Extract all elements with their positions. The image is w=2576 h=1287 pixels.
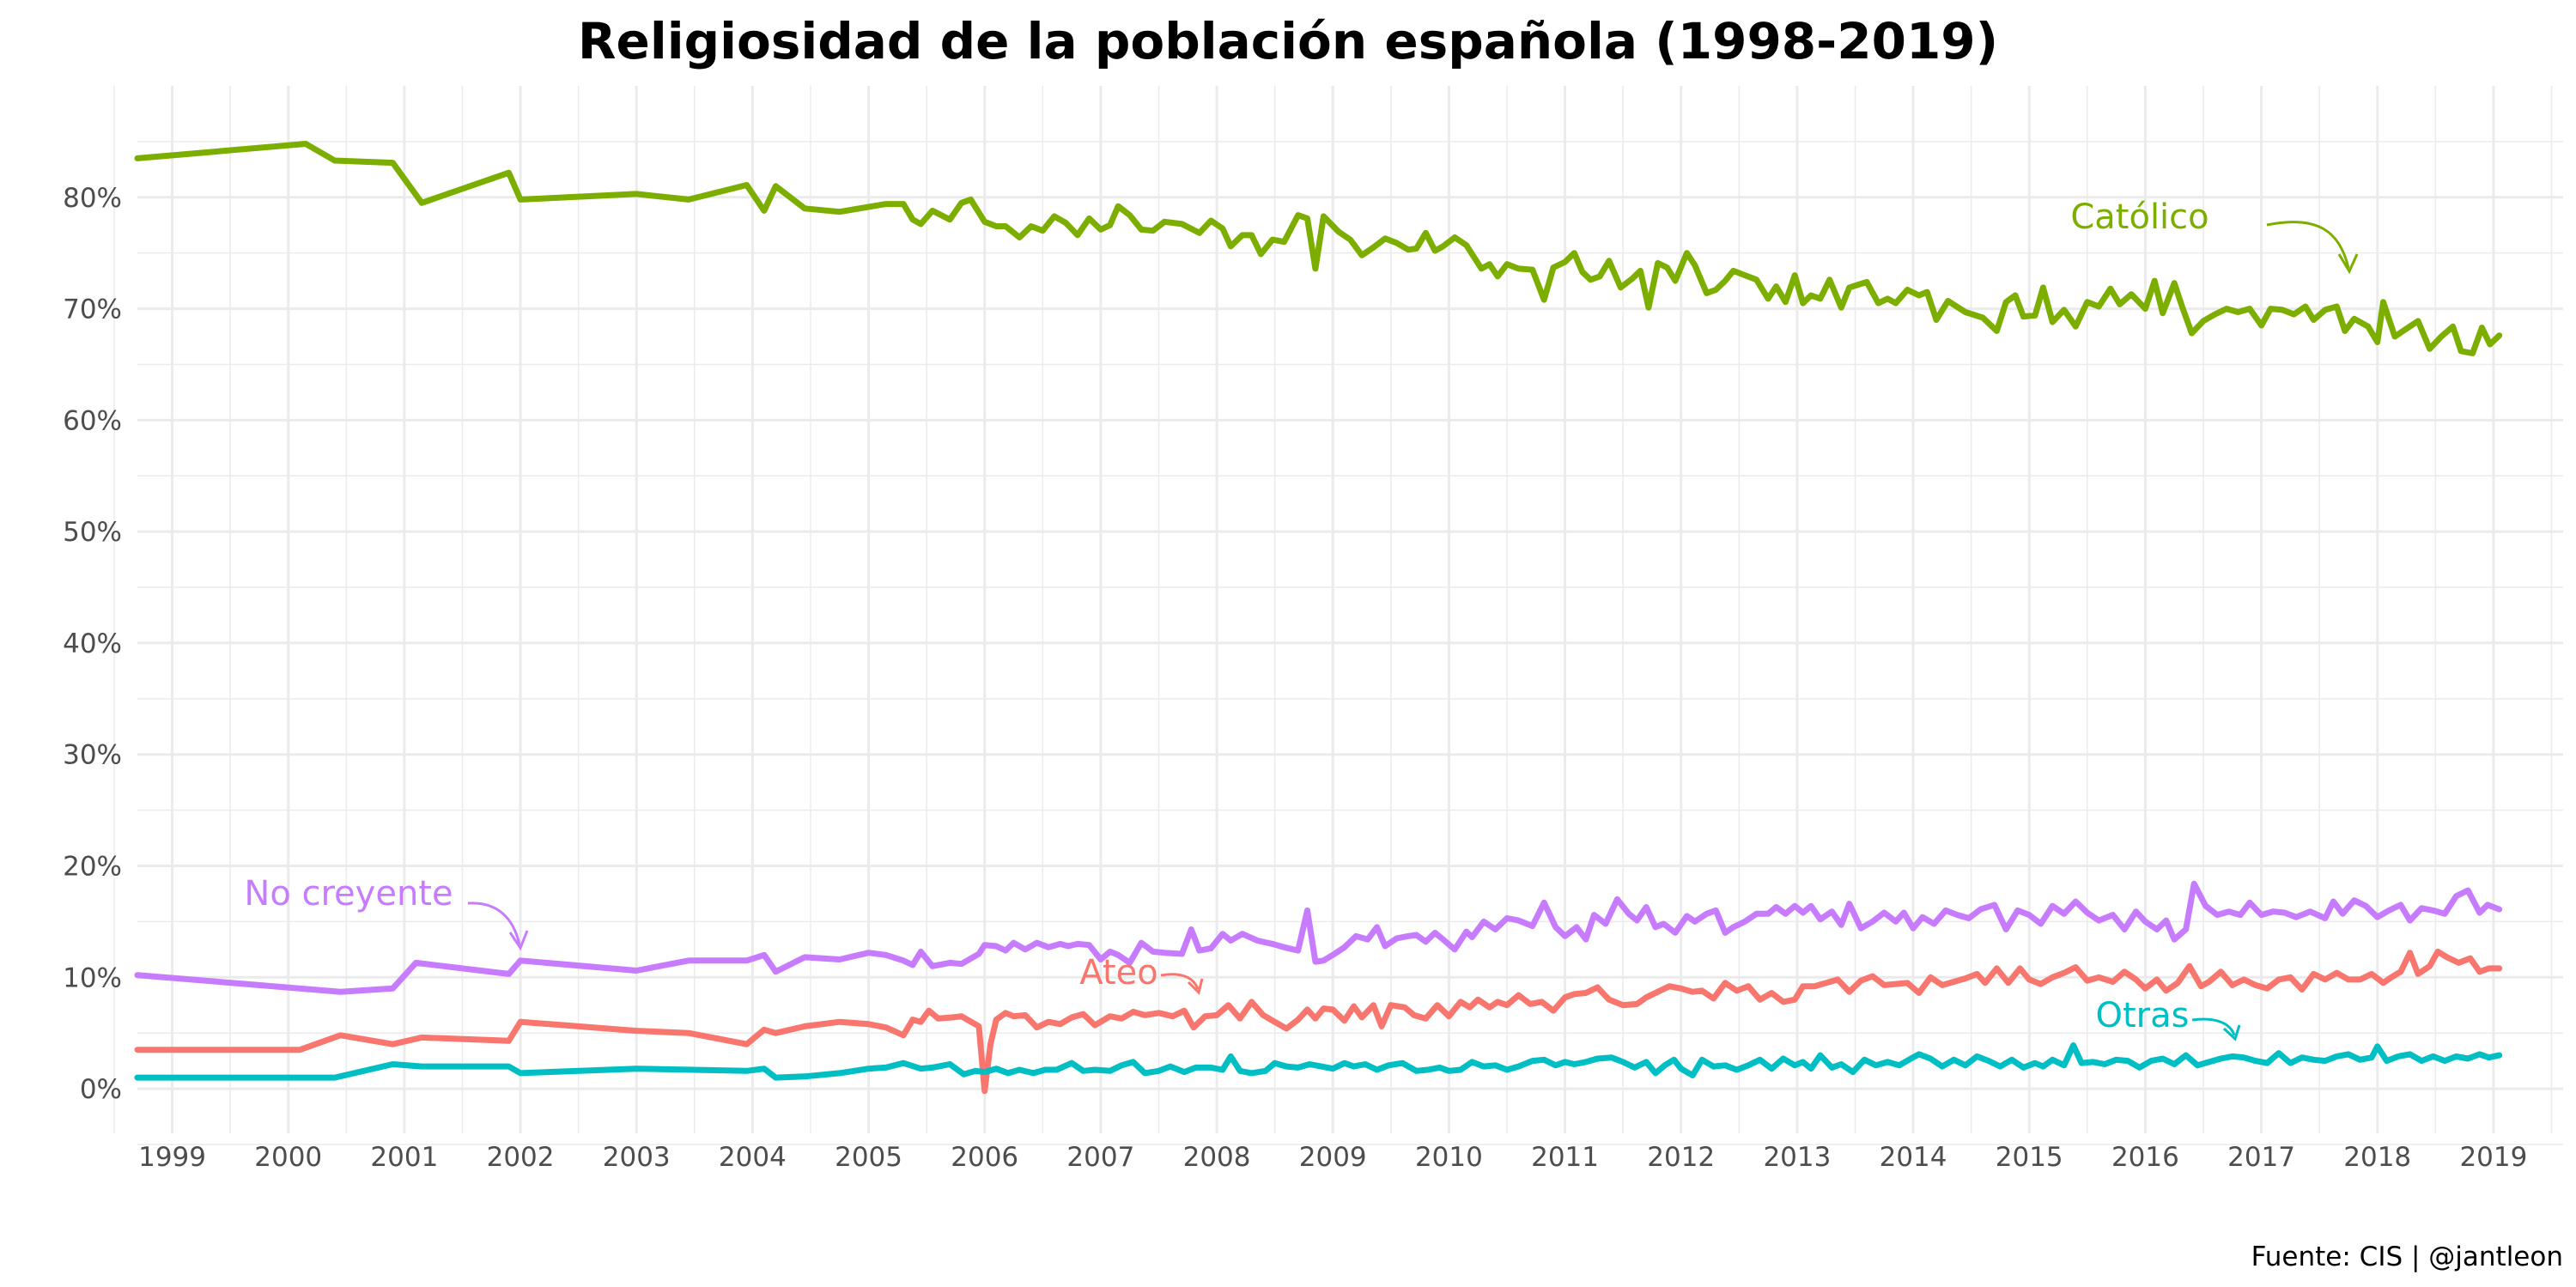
x-tick-label: 1999 bbox=[138, 1142, 206, 1173]
x-tick-label: 2006 bbox=[951, 1142, 1018, 1173]
annotation-ateo: Ateo bbox=[1079, 953, 1157, 993]
y-tick-label: 80% bbox=[63, 183, 122, 214]
x-tick-label: 2007 bbox=[1066, 1142, 1134, 1173]
annotations: Católico No creyente Ateo Otras bbox=[244, 197, 2359, 1041]
x-tick-label: 2001 bbox=[370, 1142, 438, 1173]
x-tick-label: 2015 bbox=[1996, 1142, 2063, 1173]
x-tick-label: 2017 bbox=[2227, 1142, 2295, 1173]
y-tick-label: 0% bbox=[80, 1074, 122, 1105]
arrow-ateo bbox=[1160, 973, 1200, 990]
x-tick-label: 2008 bbox=[1183, 1142, 1251, 1173]
y-tick-label: 60% bbox=[63, 405, 122, 436]
x-tick-label: 2010 bbox=[1415, 1142, 1483, 1173]
arrowhead-otras bbox=[2222, 1024, 2241, 1041]
x-tick-label: 2012 bbox=[1647, 1142, 1715, 1173]
x-tick-label: 2005 bbox=[835, 1142, 902, 1173]
chart-caption: Fuente: CIS | @jantleon bbox=[2251, 1241, 2563, 1272]
y-tick-label: 50% bbox=[63, 517, 122, 548]
series-line-catolico bbox=[134, 141, 2503, 356]
arrow-otras bbox=[2191, 1017, 2236, 1036]
y-tick-label: 30% bbox=[63, 740, 122, 771]
y-tick-label: 70% bbox=[63, 294, 122, 325]
x-tick-label: 2004 bbox=[719, 1142, 787, 1173]
series-line-ateo bbox=[134, 948, 2503, 1095]
series-line-otras bbox=[134, 1042, 2503, 1081]
x-tick-label: 2000 bbox=[254, 1142, 322, 1173]
y-tick-label: 20% bbox=[63, 852, 122, 883]
x-tick-label: 2018 bbox=[2343, 1142, 2411, 1173]
x-tick-label: 2002 bbox=[487, 1142, 555, 1173]
annotation-otras: Otras bbox=[2096, 996, 2190, 1035]
x-tick-label: 2011 bbox=[1531, 1142, 1599, 1173]
arrow-catolico bbox=[2266, 221, 2350, 269]
chart-title: Religiosidad de la población española (1… bbox=[578, 12, 1998, 70]
x-axis-tick-labels: 1999 2000 2001 2002 2003 2004 2005 2006 2007 2008… bbox=[138, 1142, 2527, 1173]
y-tick-label: 40% bbox=[63, 628, 122, 659]
series-line-no-creyente bbox=[134, 880, 2503, 995]
x-tick-label: 2016 bbox=[2111, 1142, 2179, 1173]
annotation-no-creyente: No creyente bbox=[244, 874, 453, 914]
x-tick-label: 2014 bbox=[1880, 1142, 1947, 1173]
grid-minor bbox=[113, 86, 2563, 1145]
arrowhead-ateo bbox=[1187, 978, 1204, 995]
x-tick-label: 2009 bbox=[1299, 1142, 1367, 1173]
x-tick-label: 2003 bbox=[603, 1142, 671, 1173]
arrowhead-catolico bbox=[2337, 253, 2359, 275]
y-axis-tick-labels: 0% 10% 20% 30% 40% 50% 60% 70% 80% bbox=[63, 183, 122, 1105]
series-lines bbox=[134, 141, 2503, 1095]
annotation-catolico: Católico bbox=[2070, 197, 2208, 237]
arrowhead-no-creyente bbox=[508, 930, 529, 951]
x-tick-label: 2013 bbox=[1763, 1142, 1831, 1173]
y-tick-label: 10% bbox=[63, 962, 122, 993]
arrow-no-creyente bbox=[467, 902, 521, 945]
x-tick-label: 2019 bbox=[2459, 1142, 2527, 1173]
